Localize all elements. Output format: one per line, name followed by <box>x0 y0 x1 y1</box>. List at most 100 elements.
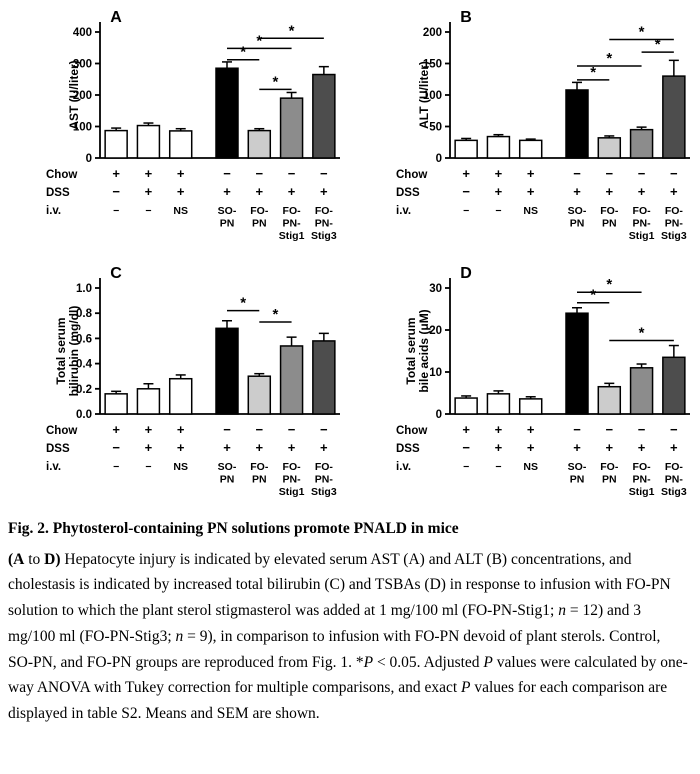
group-symbol: + <box>638 184 646 199</box>
bar-FO-PN-Stig3 <box>662 356 686 415</box>
group-symbol: + <box>495 166 503 181</box>
panel-b: B ALT (U/liter) 0 50 100 150 200 * * * * Chow + + + − − −… <box>350 6 700 246</box>
y-axis-label: AST (U/liter) <box>67 60 81 129</box>
bar-FO-PN-Stig1 <box>629 367 654 415</box>
group-name: SO- <box>218 205 237 217</box>
bar-FO-PN-Stig1 <box>279 97 304 159</box>
row-label-DSS: DSS <box>46 443 70 455</box>
group-name: PN- <box>665 474 684 486</box>
group-symbol: + <box>177 422 185 437</box>
panel-a: A AST (U/liter) 0 100 200 300 400 * * * * Chow + + + − −… <box>0 6 350 246</box>
y-tick-label: 30 <box>429 283 442 295</box>
caption-segment: n <box>175 627 184 645</box>
y-tick-label: 150 <box>423 59 442 71</box>
group-symbol: + <box>145 440 153 455</box>
caption-title: Fig. 2. Phytosterol-containing PN soluti… <box>8 520 459 537</box>
row-label-DSS: DSS <box>396 443 420 455</box>
group-name: − <box>113 461 119 473</box>
group-symbol: + <box>112 422 120 437</box>
group-symbol: − <box>288 166 296 181</box>
significance-asterisk: * <box>606 276 612 293</box>
y-tick-label: 10 <box>429 367 442 379</box>
group-name: Stig1 <box>629 230 655 242</box>
y-tick-label: 0.2 <box>76 384 92 396</box>
panel-c: C Total serum bilirubin (mg/dl) 0.0 0.2 0.4 0.… <box>0 262 350 502</box>
group-symbol: + <box>223 184 231 199</box>
group-symbol: + <box>112 166 120 181</box>
bar-Chow+DSS+NS <box>518 398 543 415</box>
group-name: PN- <box>315 218 334 230</box>
significance-asterisk: * <box>273 306 279 323</box>
group-symbol: − <box>462 440 470 455</box>
group-symbol: − <box>573 166 581 181</box>
group-name: PN <box>220 218 235 230</box>
group-symbol: + <box>255 184 263 199</box>
panel-letter: C <box>110 265 122 282</box>
caption-segment: Hepatocyte injury is indicated by elevat… <box>8 550 671 620</box>
group-symbol: − <box>255 166 263 181</box>
group-symbol: + <box>145 184 153 199</box>
group-name: FO- <box>250 461 269 473</box>
panel-d: D Total serum bile acids (μM) 0 10 20 30 * * * Cho… <box>350 262 700 502</box>
group-symbol: + <box>573 440 581 455</box>
group-symbol: − <box>573 422 581 437</box>
caption-segment: values were calculated by one-way ANOVA … <box>8 653 688 697</box>
bar-FO-PN <box>247 375 272 415</box>
group-name: FO- <box>250 205 269 217</box>
y-tick-label: 0.0 <box>76 409 92 421</box>
bar-FO-PN <box>597 137 622 159</box>
group-name: PN <box>602 474 617 486</box>
caption-segment: to <box>24 550 45 568</box>
caption-segment: P <box>461 679 471 697</box>
group-name: − <box>495 461 501 473</box>
panel-letter: D <box>460 265 472 282</box>
figure-2-charts: A AST (U/liter) 0 100 200 300 400 * * * * Chow + + + − −… <box>0 6 700 502</box>
group-symbol: + <box>670 184 678 199</box>
group-name: SO- <box>568 205 587 217</box>
group-name: FO- <box>633 461 652 473</box>
group-name: NS <box>173 205 188 217</box>
group-name: SO- <box>218 461 237 473</box>
y-axis-label: bilirubin (mg/dl) <box>67 306 81 397</box>
significance-asterisk: * <box>289 22 295 39</box>
row-label-Chow: Chow <box>46 425 77 437</box>
group-symbol: + <box>177 166 185 181</box>
significance-asterisk: * <box>639 325 645 342</box>
group-symbol: + <box>495 422 503 437</box>
bar-SO-PN <box>565 312 589 415</box>
bar-Chow+DSS+NS <box>518 139 543 159</box>
group-name: − <box>495 205 501 217</box>
group-symbol: + <box>527 422 535 437</box>
bar-FO-PN <box>597 385 622 415</box>
group-name: FO- <box>315 205 334 217</box>
group-name: Stig1 <box>629 486 655 498</box>
panel-d-chart: D Total serum bile acids (μM) 0 10 20 30 * * * Cho… <box>396 265 690 498</box>
group-name: PN <box>220 474 235 486</box>
y-axis-label: ALT (U/liter) <box>417 61 431 129</box>
significance-asterisk: * <box>606 50 612 67</box>
group-symbol: − <box>288 422 296 437</box>
group-symbol: + <box>670 440 678 455</box>
group-symbol: + <box>573 184 581 199</box>
caption-body: (A to D) Hepatocyte injury is indicated … <box>8 547 688 727</box>
group-name: FO- <box>283 205 302 217</box>
row-label-Chow: Chow <box>396 169 427 181</box>
caption-segment: values for each comparison are displayed… <box>8 679 668 722</box>
caption-segment: < 0.05. Adjusted <box>373 653 484 671</box>
y-tick-label: 0.6 <box>76 333 92 345</box>
bar-Chow <box>104 129 128 159</box>
bar-FO-PN-Stig3 <box>662 75 686 159</box>
group-name: − <box>463 205 469 217</box>
group-name: PN <box>252 218 267 230</box>
y-tick-label: 1.0 <box>76 283 92 295</box>
bar-Chow+DSS <box>136 388 161 415</box>
y-tick-label: 20 <box>429 325 442 337</box>
significance-asterisk: * <box>655 36 661 53</box>
group-name: PN <box>602 218 617 230</box>
group-symbol: + <box>145 166 153 181</box>
bar-FO-PN <box>247 129 272 159</box>
group-symbol: − <box>112 440 120 455</box>
bar-SO-PN <box>215 327 239 415</box>
significance-asterisk: * <box>590 287 596 304</box>
group-name: FO- <box>600 461 619 473</box>
